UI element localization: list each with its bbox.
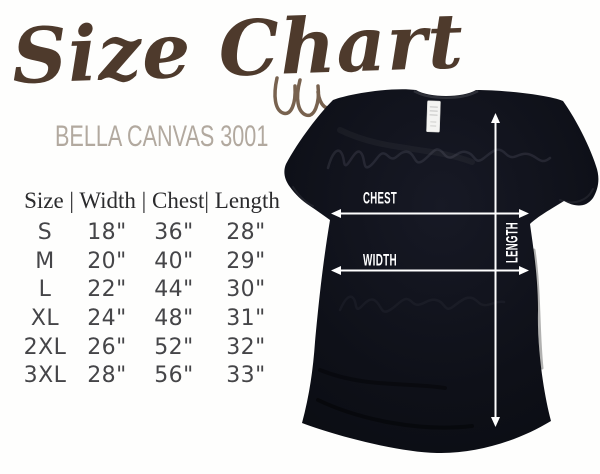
cell-length: 32": [226, 334, 266, 360]
chest-label: CHEST: [363, 189, 397, 208]
shirt-measurement-diagram: CHEST WIDTH LENGTH: [270, 75, 600, 474]
cell-chest: 40": [154, 248, 194, 274]
cell-chest: 52": [154, 334, 194, 360]
width-label: WIDTH: [363, 251, 397, 270]
cell-length: 30": [226, 277, 266, 303]
cell-length: 28": [226, 220, 266, 245]
table-row: S 18" 36" 28": [14, 219, 290, 248]
chest-arrow: [331, 209, 529, 218]
product-subtitle: BELLA CANVAS 3001: [55, 120, 269, 153]
length-arrow: [491, 113, 500, 427]
cell-size: 3XL: [23, 363, 67, 389]
table-row: 2XL 26" 52" 32": [14, 334, 290, 363]
cell-size: XL: [30, 306, 60, 332]
cell-size: L: [38, 277, 52, 303]
table-row: L 22" 44" 30": [14, 276, 290, 305]
neck-tag: [426, 100, 441, 133]
cell-chest: 44": [154, 277, 194, 303]
cell-chest: 56": [154, 363, 194, 389]
cell-size: S: [37, 220, 53, 245]
size-table-header: Size | Width | Chest| Length: [24, 188, 280, 213]
cell-width: 22": [87, 277, 127, 303]
table-row: XL 24" 48" 31": [14, 305, 290, 334]
cell-size: M: [35, 248, 55, 274]
cell-length: 31": [226, 306, 266, 332]
table-row: 3XL 28" 56" 33": [14, 362, 290, 391]
fabric-wrinkles: [292, 127, 594, 430]
width-arrow: [331, 266, 529, 275]
cell-length: 29": [226, 248, 266, 274]
cell-length: 33": [226, 363, 266, 389]
table-row: M 20" 40" 29": [14, 248, 290, 277]
cell-width: 28": [87, 363, 127, 389]
size-table-rows: S 18" 36" 28" M 20" 40" 29" L 22" 44" 30…: [14, 219, 290, 391]
chest-watermark: [326, 148, 552, 313]
length-label: LENGTH: [503, 222, 522, 263]
size-table: Size | Width | Chest| Length S 18" 36" 2…: [12, 186, 292, 388]
cell-chest: 48": [154, 306, 194, 332]
cell-width: 18": [87, 220, 127, 245]
tshirt-photo: CHEST WIDTH LENGTH: [273, 76, 599, 454]
cell-size: 2XL: [23, 334, 67, 360]
cell-width: 26": [87, 334, 127, 360]
cell-chest: 36": [154, 220, 194, 245]
cell-width: 24": [87, 306, 127, 332]
cell-width: 20": [87, 248, 127, 274]
collar-seam: [413, 89, 479, 99]
